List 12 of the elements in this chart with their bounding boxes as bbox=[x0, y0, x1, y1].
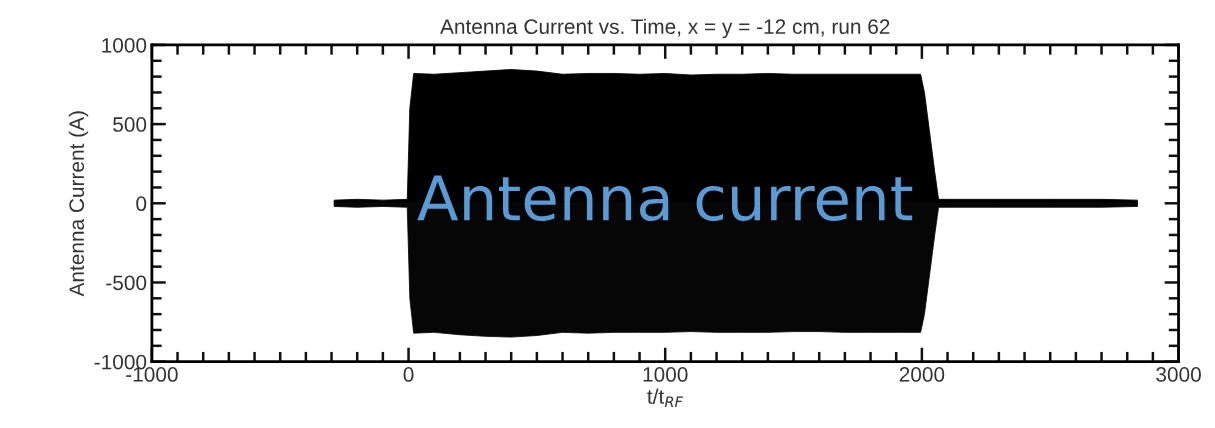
x-tick-label: 0 bbox=[403, 367, 414, 382]
x-tick-label: 1000 bbox=[643, 367, 688, 382]
x-axis-title: t/t$_{RF}$ bbox=[647, 388, 684, 408]
y-tick-label: 500 bbox=[113, 117, 147, 132]
y-tick-label: -500 bbox=[106, 275, 147, 291]
y-tick-label: 1000 bbox=[102, 37, 147, 53]
x-tick-label: 3000 bbox=[1156, 367, 1201, 382]
chart-title: Antenna Current vs. Time, x = y = -12 cm, run 62 bbox=[440, 18, 890, 39]
annotation: Antenna current bbox=[417, 175, 913, 222]
y-axis-title: Antenna Current (A) bbox=[68, 111, 89, 297]
x-tick-label: 2000 bbox=[899, 367, 945, 382]
y-tick-label: 0 bbox=[136, 196, 147, 212]
